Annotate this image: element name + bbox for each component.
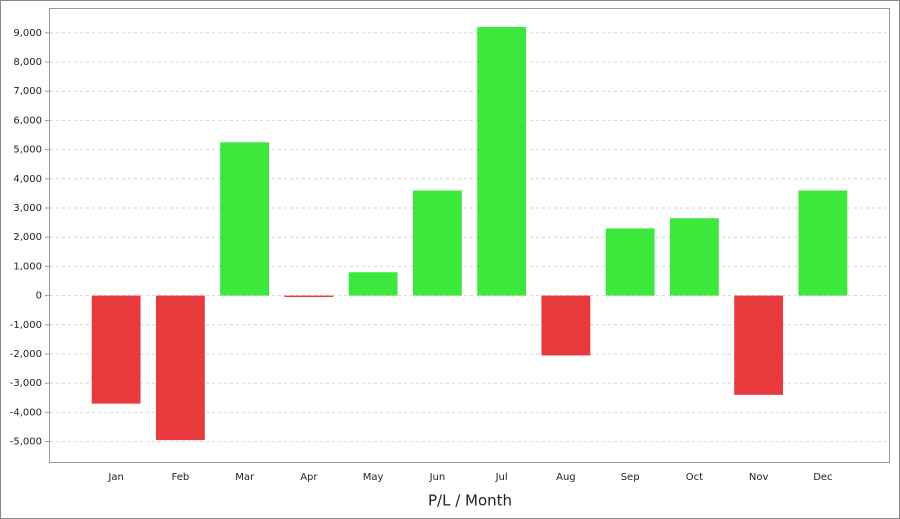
y-tick-label: 9,000 — [13, 28, 42, 39]
y-tick-label: 5,000 — [13, 145, 42, 156]
bar — [284, 295, 334, 298]
y-tick-label: -3,000 — [10, 378, 42, 389]
y-tick-label: -4,000 — [10, 407, 42, 418]
y-tick-label: -5,000 — [10, 437, 42, 448]
x-tick-label: Oct — [686, 472, 703, 483]
bar — [220, 142, 270, 296]
y-tick-label: 4,000 — [13, 174, 42, 185]
y-tick-label: 8,000 — [13, 57, 42, 68]
y-tick-label: 0 — [36, 291, 42, 302]
y-tick-label: -2,000 — [10, 349, 42, 360]
x-tick-label: Jul — [495, 472, 508, 483]
bar — [669, 218, 719, 296]
bar — [605, 228, 655, 296]
y-tick-label: -1,000 — [10, 320, 42, 331]
bar — [734, 295, 784, 395]
x-tick-label: Jan — [107, 472, 123, 483]
x-tick-label: Jun — [429, 472, 446, 483]
x-axis-label: P/L / Month — [428, 492, 512, 510]
y-tick-label: 6,000 — [13, 115, 42, 126]
x-tick-label: Apr — [300, 472, 318, 483]
x-tick-label: May — [363, 472, 384, 483]
x-tick-label: Sep — [621, 472, 640, 483]
bar — [541, 295, 591, 356]
bar — [348, 272, 398, 296]
y-tick-label: 1,000 — [13, 261, 42, 272]
x-tick-label: Nov — [749, 472, 769, 483]
bar — [412, 190, 462, 296]
y-tick-label: 7,000 — [13, 86, 42, 97]
bar — [91, 295, 141, 404]
y-tick-label: 2,000 — [13, 232, 42, 243]
x-tick-label: Aug — [556, 472, 576, 483]
bar — [798, 190, 848, 296]
bar — [155, 295, 205, 441]
x-tick-label: Dec — [813, 472, 832, 483]
x-tick-label: Mar — [235, 472, 255, 483]
bar — [477, 26, 527, 296]
x-tick-label: Feb — [172, 472, 190, 483]
y-tick-label: 3,000 — [13, 203, 42, 214]
